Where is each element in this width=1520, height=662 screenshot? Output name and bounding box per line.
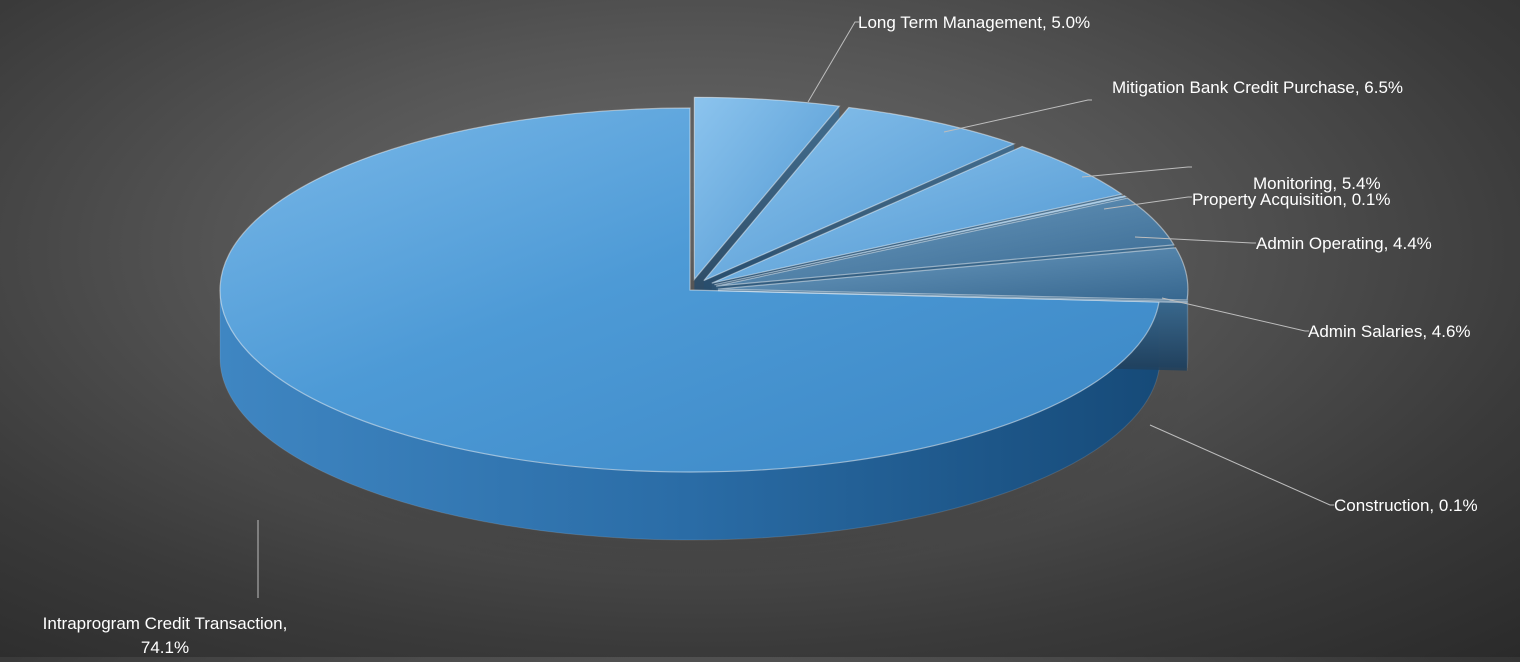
leader-line-long-term-management xyxy=(808,22,859,102)
data-label-construction: Construction, 0.1% xyxy=(1334,496,1478,515)
data-label-admin-salaries: Admin Salaries, 4.6% xyxy=(1308,322,1471,341)
data-label-intraprogram-credit-transaction-line1: Intraprogram Credit Transaction, xyxy=(43,614,288,633)
leader-line-construction xyxy=(1150,425,1334,505)
leader-line-monitoring xyxy=(1082,167,1192,177)
leader-line-mitigation-bank-credit-purchase xyxy=(944,100,1092,132)
data-label-intraprogram-credit-transaction-line2: 74.1% xyxy=(141,638,189,657)
data-label-mitigation-bank-credit-purchase: Mitigation Bank Credit Purchase, 6.5% xyxy=(1112,78,1403,97)
data-label-long-term-management: Long Term Management, 5.0% xyxy=(858,13,1090,32)
data-label-admin-operating: Admin Operating, 4.4% xyxy=(1256,234,1432,253)
data-label-property-acquisition: Property Acquisition, 0.1% xyxy=(1192,190,1390,209)
